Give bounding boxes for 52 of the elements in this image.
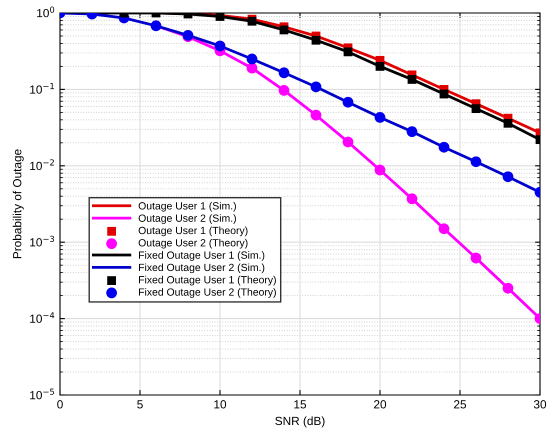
point <box>246 54 258 64</box>
legend-label: Outage User 1 (Theory) <box>138 226 248 236</box>
x-tick-label: 0 <box>57 400 63 409</box>
legend-label: Outage User 1 (Sim.) <box>138 202 236 212</box>
point <box>502 171 514 182</box>
x-tick-label: 15 <box>294 400 306 409</box>
point <box>376 62 384 71</box>
point <box>280 26 288 34</box>
x-tick-label: 25 <box>454 400 466 409</box>
point <box>374 112 386 123</box>
legend-label: Outage User 2 (Theory) <box>138 238 248 249</box>
legend-label: Fixed Outage User 2 (Theory) <box>139 288 276 298</box>
legend-label: Fixed Outage User 1 (Sim.) <box>139 251 264 261</box>
y-tick-label: 10$^{0}$ <box>37 6 54 18</box>
point <box>406 126 418 138</box>
y-axis-title: Probability of Outage <box>12 149 24 258</box>
point <box>310 81 322 92</box>
point <box>312 36 320 45</box>
x-tick-label: 5 <box>137 400 143 409</box>
x-axis-title: SNR (dB) <box>275 416 325 428</box>
y-tick-label: 10$^{−3}$ <box>30 236 54 247</box>
point <box>278 85 290 96</box>
point <box>406 193 418 204</box>
point <box>408 75 416 84</box>
y-tick-label: 10$^{−4}$ <box>30 312 54 323</box>
point <box>472 104 480 114</box>
y-tick-label: 10$^{−2}$ <box>30 159 54 170</box>
point <box>440 90 448 98</box>
point <box>502 282 514 294</box>
point <box>438 223 450 234</box>
x-tick-label: 10 <box>214 400 226 409</box>
legend-label: Outage User 2 (Sim.) <box>138 214 236 224</box>
y-tick-label: 10$^{−5}$ <box>30 388 54 400</box>
point <box>470 252 482 264</box>
point <box>214 40 226 52</box>
point <box>374 164 386 176</box>
point <box>150 20 162 32</box>
point <box>342 136 354 148</box>
legend-label: Fixed Outage User 1 (Theory) <box>139 276 276 286</box>
x-tick-label: 30 <box>534 400 546 409</box>
point <box>504 118 512 128</box>
point <box>344 47 352 56</box>
legend-label: Fixed Outage User 2 (Sim.) <box>139 263 264 274</box>
y-tick-label: 10$^{−1}$ <box>30 83 54 94</box>
point <box>438 142 450 153</box>
point <box>278 67 290 78</box>
point <box>216 13 224 21</box>
point <box>310 110 322 121</box>
point <box>342 96 354 108</box>
x-tick-label: 20 <box>374 400 386 409</box>
point <box>470 156 482 168</box>
point <box>246 62 258 74</box>
